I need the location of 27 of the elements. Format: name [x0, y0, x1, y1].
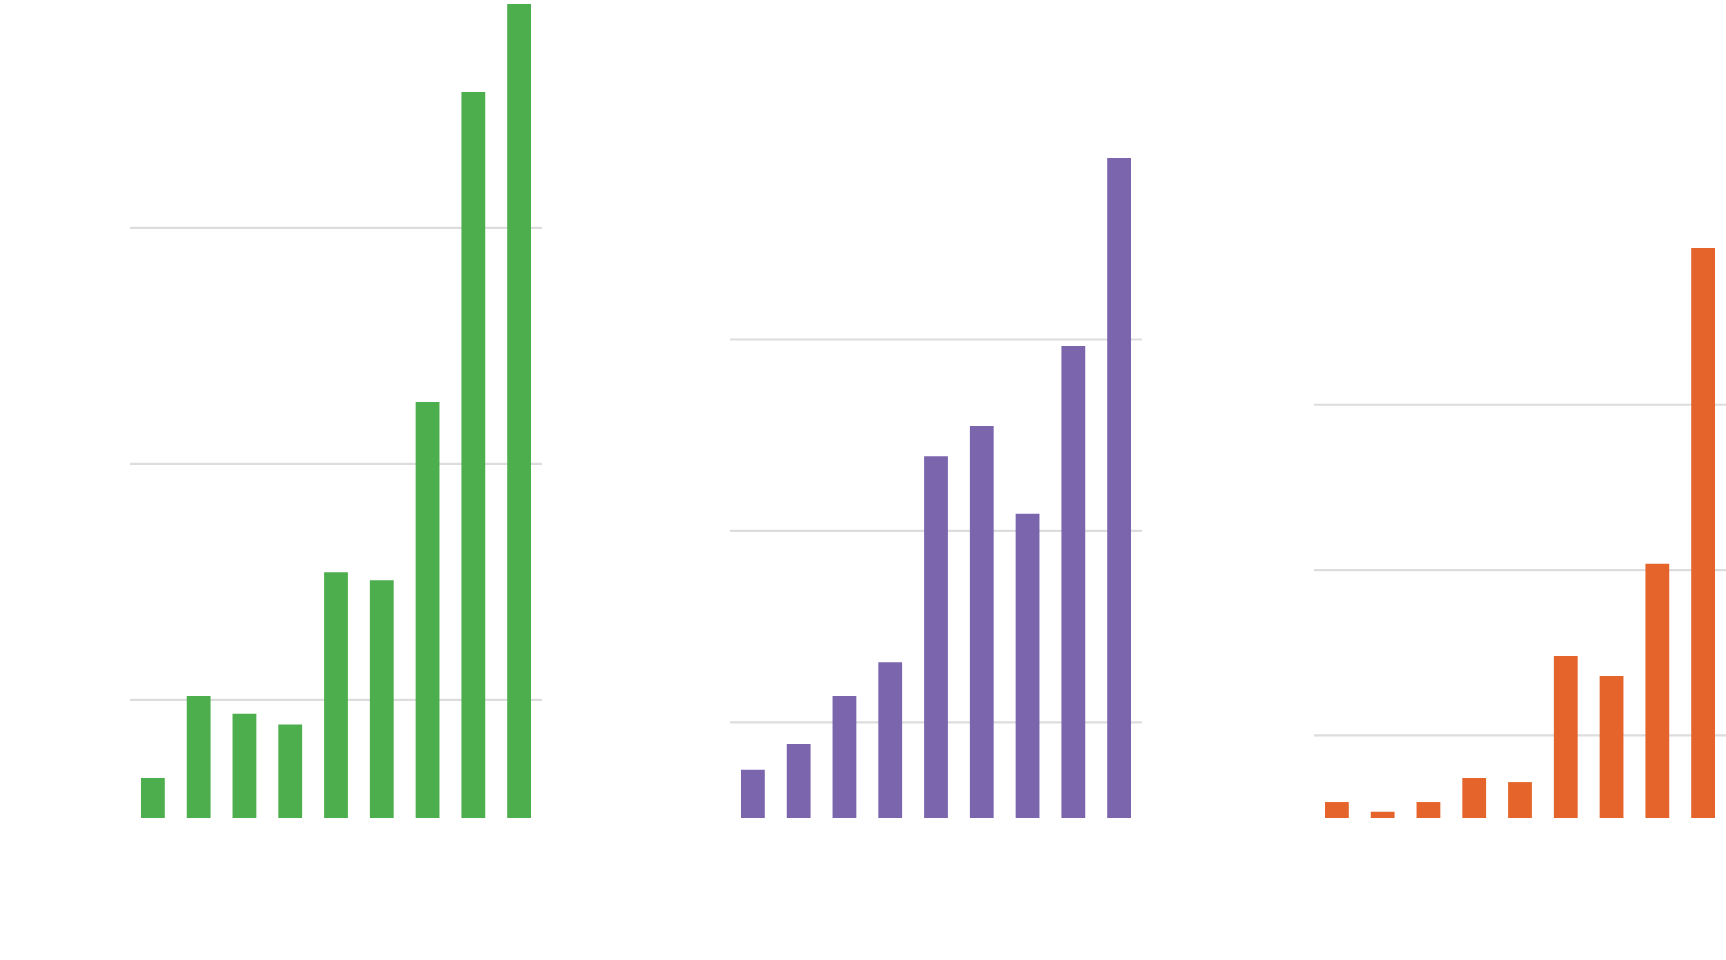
- bar: [140, 778, 165, 818]
- bar: [1462, 778, 1487, 818]
- bar: [461, 91, 486, 818]
- bar: [740, 769, 765, 818]
- bar: [186, 695, 211, 818]
- bar: [1508, 782, 1532, 818]
- bar: [878, 662, 903, 818]
- bar: [324, 572, 348, 818]
- bar: [832, 695, 857, 818]
- bar: [1015, 513, 1040, 818]
- bar: [924, 456, 948, 818]
- bar: [1061, 346, 1086, 818]
- bar: [369, 580, 394, 818]
- bar: [1107, 158, 1132, 818]
- bar: [1691, 248, 1716, 818]
- bar: [1553, 656, 1578, 818]
- bar: [278, 724, 303, 818]
- bar: [415, 402, 440, 818]
- bar: [1599, 676, 1624, 818]
- bar: [1324, 802, 1349, 818]
- bar: [507, 4, 532, 818]
- bar: [1370, 811, 1395, 818]
- bar: [786, 744, 811, 818]
- bar: [1645, 563, 1670, 818]
- bar: [969, 425, 994, 818]
- bar: [1416, 802, 1441, 818]
- bar: [232, 713, 257, 818]
